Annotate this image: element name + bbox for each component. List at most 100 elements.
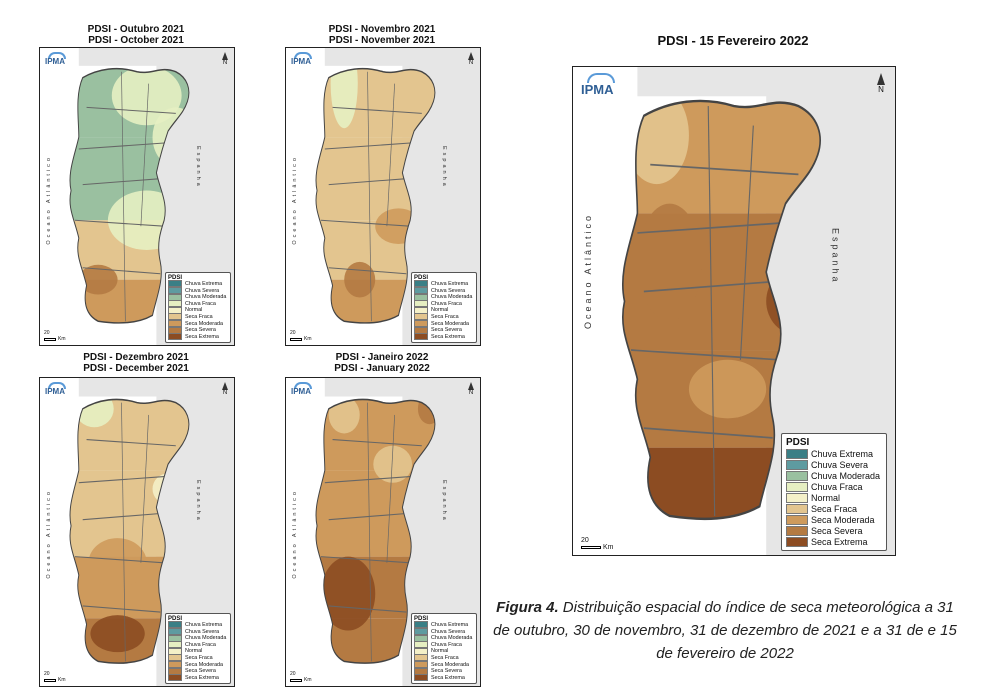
district-border	[332, 439, 422, 447]
district-border	[320, 556, 411, 564]
logo-arc-icon	[48, 382, 66, 389]
legend-label: Chuva Extrema	[431, 280, 469, 287]
pdsi-legend: PDSI Chuva Extrema Chuva Severa Chuva Moder…	[781, 433, 887, 551]
district-border	[637, 222, 780, 234]
legend-label: Chuva Moderada	[185, 635, 227, 642]
legend-swatch	[414, 628, 428, 636]
district-border	[367, 71, 372, 322]
legend-swatch	[168, 293, 182, 301]
legend-item: Seca Fraca	[786, 503, 882, 514]
map-canvas	[315, 378, 480, 686]
panel-title-pt: PDSI - Novembro 2021	[328, 24, 436, 35]
legend-swatch	[414, 300, 428, 308]
legend-item: Normal	[414, 306, 474, 314]
district-border	[78, 142, 165, 150]
district-border	[74, 219, 165, 227]
panel-title-en: PDSI - January 2022	[334, 363, 430, 374]
legend-item: Chuva Moderada	[414, 293, 474, 301]
pdsi-legend: PDSI Chuva Extrema Chuva Severa Chuva Moder…	[411, 271, 477, 343]
panel-title-en: PDSI - November 2021	[328, 35, 436, 46]
district-border	[320, 219, 411, 227]
legend-label: Normal	[431, 307, 449, 314]
pdsi-region	[373, 445, 413, 483]
legend-label: Seca Moderada	[431, 661, 470, 668]
pdsi-region	[78, 264, 118, 295]
ocean-label: Oceano Atlântico	[292, 154, 298, 245]
pdsi-region	[320, 556, 376, 631]
ipma-logo: IPMA	[291, 382, 315, 400]
panel-title-en: PDSI - October 2021	[88, 35, 184, 46]
legend-swatch	[168, 326, 182, 334]
north-arrow-icon: N	[222, 382, 228, 396]
legend-item: Seca Severa	[786, 525, 882, 536]
legend-label: Chuva Severa	[431, 628, 466, 635]
legend-swatch	[168, 667, 182, 675]
legend-label: Seca Moderada	[811, 514, 875, 525]
panel-december-2021: PDSI - Dezembro 2021 PDSI - December 202…	[36, 352, 236, 688]
legend-swatch	[168, 621, 182, 629]
pdsi-region	[90, 615, 145, 653]
legend-label: Chuva Fraca	[185, 641, 216, 648]
legend-label: Seca Extrema	[431, 674, 465, 681]
pdsi-region	[328, 399, 360, 434]
district-border	[328, 178, 407, 186]
district-border	[328, 605, 407, 613]
legend-title: PDSI	[786, 437, 810, 448]
district-border	[630, 349, 780, 361]
spain-label: Espanha	[195, 479, 202, 523]
ipma-logo: IPMA	[581, 73, 621, 103]
district-border	[121, 402, 126, 662]
ocean-label: Oceano Atlântico	[46, 488, 52, 579]
legend-swatch	[168, 306, 182, 314]
legend-item: Seca Extrema	[168, 333, 228, 341]
north-arrow-icon: N	[468, 382, 474, 396]
legend-item: Seca Moderada	[786, 514, 882, 525]
legend-item: Seca Severa	[414, 667, 474, 675]
panel-november-2021: PDSI - Novembro 2021 PDSI - November 202…	[282, 24, 482, 346]
logo-arc-icon	[294, 382, 312, 389]
legend-swatch	[168, 674, 182, 682]
legend-swatch	[786, 525, 808, 536]
district-border	[140, 414, 149, 563]
legend-label: Chuva Extrema	[431, 621, 469, 628]
district-border	[328, 512, 407, 521]
legend-item: Seca Extrema	[168, 674, 228, 682]
logo-text: IPMA	[45, 57, 65, 66]
district-border	[82, 267, 161, 275]
legend-item: Normal	[168, 647, 228, 655]
legend-label: Normal	[185, 648, 203, 655]
legend-item: Seca Fraca	[168, 313, 228, 321]
district-border	[386, 414, 395, 563]
district-border	[386, 83, 395, 227]
legend-swatch	[414, 634, 428, 642]
legend-swatch	[414, 326, 428, 334]
legend-swatch	[786, 492, 808, 503]
scale-bar: 20 Km	[290, 671, 312, 683]
map-frame: IPMA N Oceano Atlântico Espanha PDSI Chuva Ex…	[39, 47, 235, 346]
legend-label: Seca Moderada	[185, 320, 224, 327]
panel-title-pt: PDSI - Dezembro 2021	[83, 352, 189, 363]
legend-swatch	[168, 280, 182, 288]
portugal-outline	[622, 99, 821, 521]
district-border	[82, 178, 161, 186]
map-frame: IPMA N Oceano Atlântico Espanha PDSI Chuva Ex…	[285, 47, 481, 346]
legend-item: Chuva Extrema	[168, 280, 228, 288]
legend-item: Normal	[786, 492, 882, 503]
legend-swatch	[168, 647, 182, 655]
legend-label: Chuva Severa	[185, 628, 220, 635]
panel-title-pt: PDSI - Outubro 2021	[87, 24, 185, 35]
district-border	[140, 83, 149, 227]
portugal-outline	[315, 67, 436, 324]
map-canvas	[69, 48, 234, 345]
ocean-label: Oceano Atlântico	[46, 154, 52, 245]
legend-swatch	[414, 287, 428, 295]
district-border	[643, 280, 773, 293]
district-border	[324, 142, 411, 150]
logo-text: IPMA	[291, 57, 311, 66]
legend-swatch	[168, 313, 182, 321]
legend-item: Seca Moderada	[168, 320, 228, 328]
legend-item: Seca Extrema	[786, 536, 882, 547]
legend-item: Chuva Moderada	[786, 470, 882, 481]
district-border	[739, 125, 754, 360]
district-border	[367, 402, 372, 662]
